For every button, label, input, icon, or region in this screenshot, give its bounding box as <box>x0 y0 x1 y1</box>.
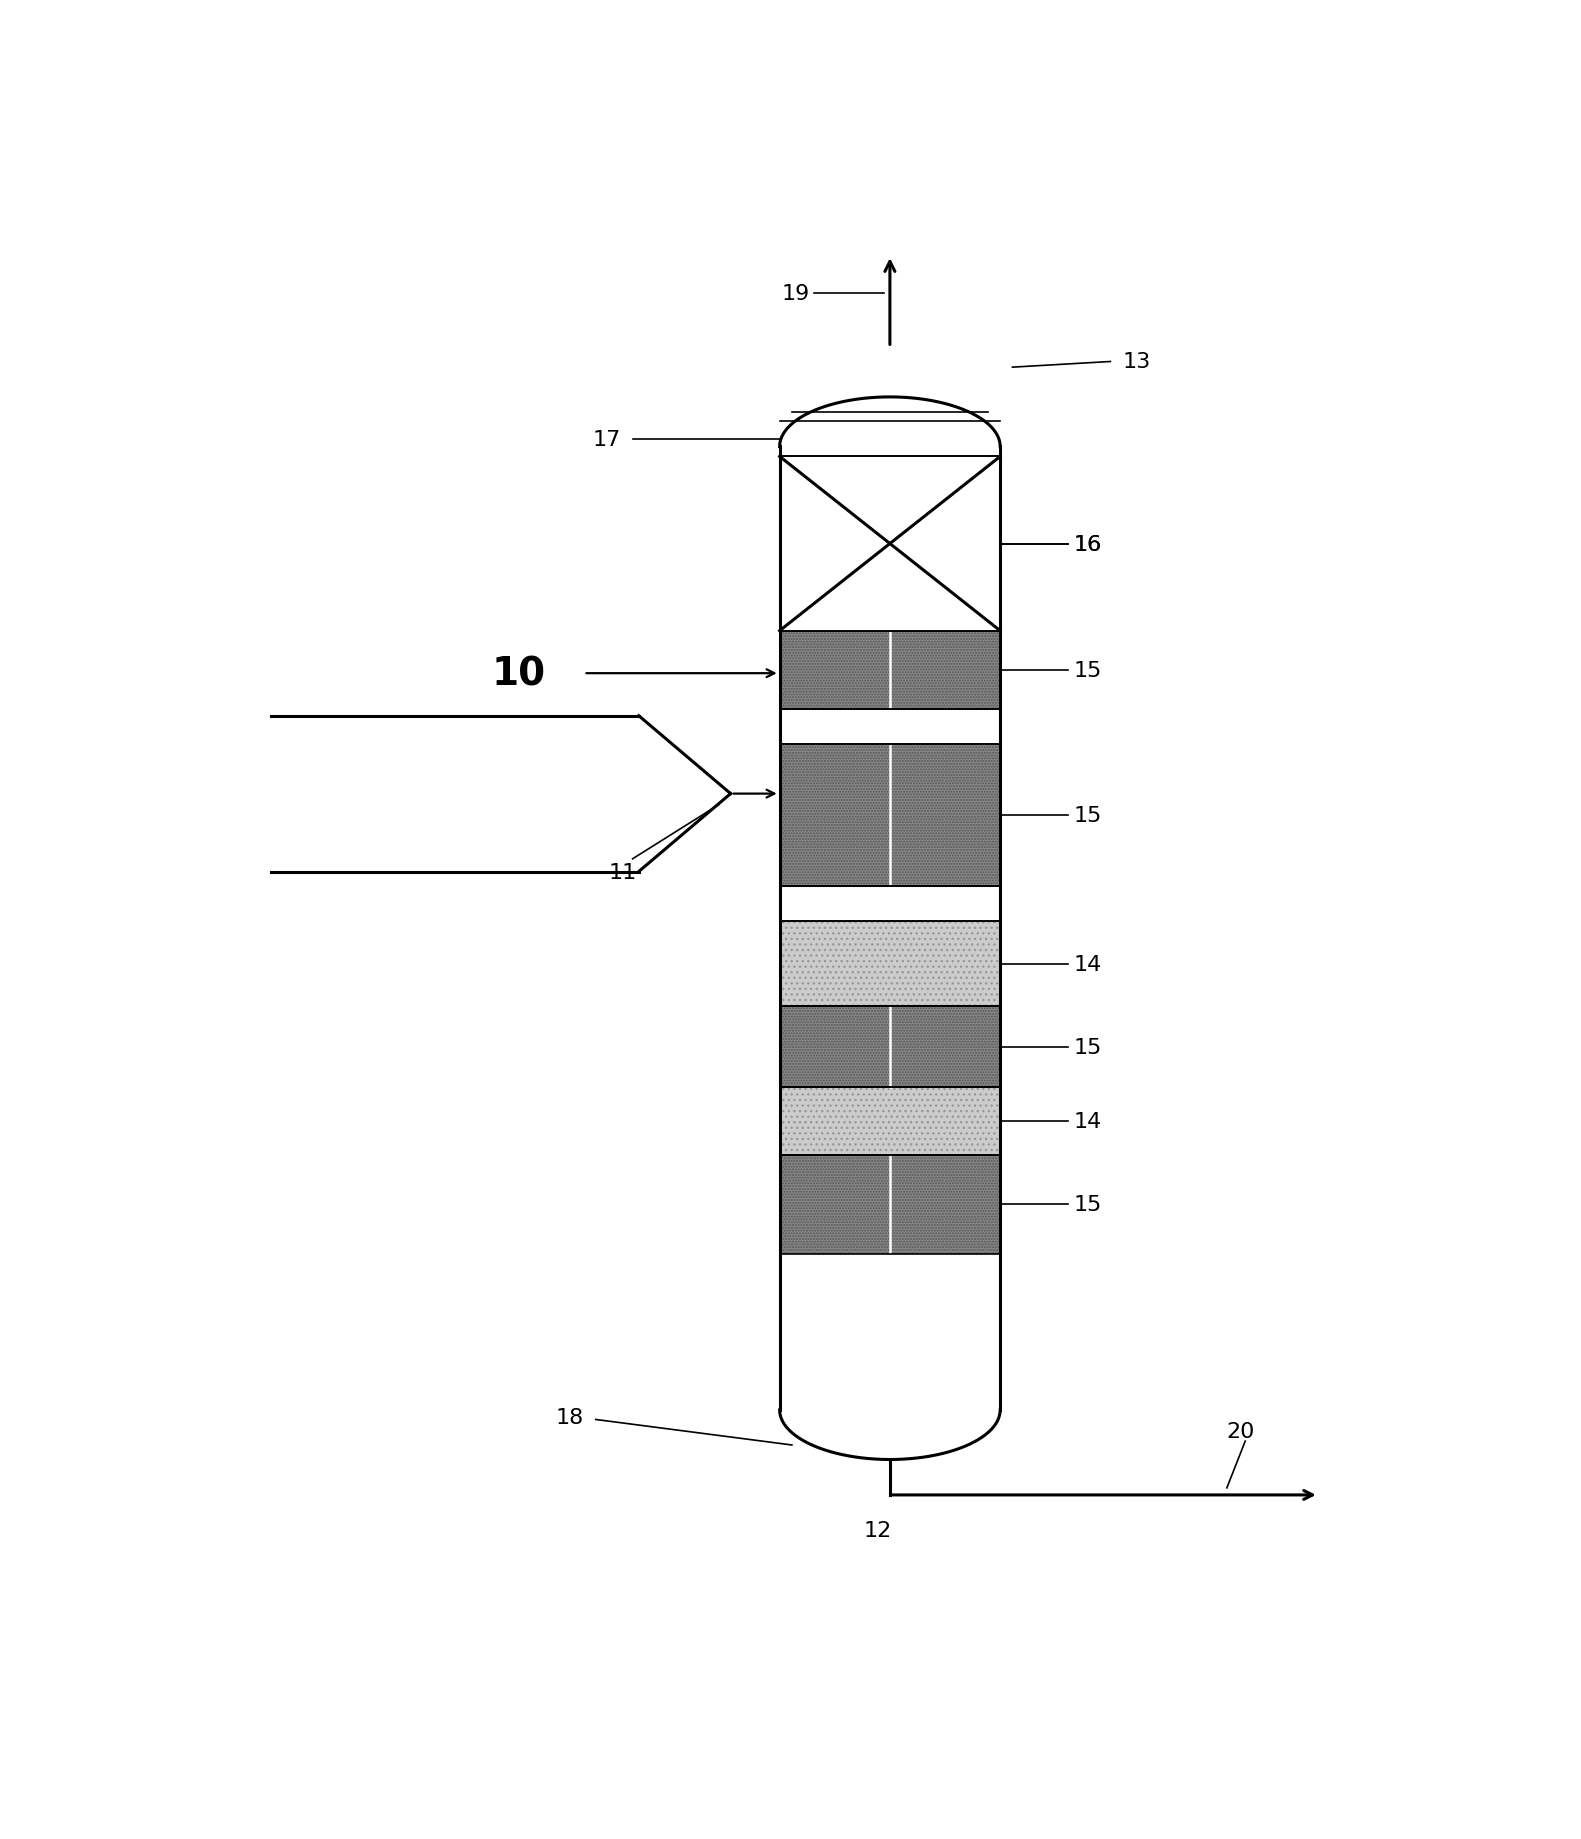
Text: 14: 14 <box>1073 954 1102 975</box>
Text: 18: 18 <box>555 1407 583 1427</box>
Bar <box>779 421 1001 458</box>
Bar <box>779 710 1001 745</box>
Bar <box>779 1155 1001 1254</box>
Bar <box>779 745 1001 886</box>
Bar <box>779 1006 1001 1087</box>
Bar <box>779 631 1001 710</box>
Bar <box>779 1006 1001 1087</box>
Text: 16: 16 <box>1073 535 1102 554</box>
Text: 15: 15 <box>1073 660 1102 680</box>
Text: 15: 15 <box>1073 1195 1102 1216</box>
Bar <box>779 921 1001 1006</box>
Text: 19: 19 <box>783 285 809 303</box>
Bar <box>779 1155 1001 1254</box>
Bar <box>779 745 1001 886</box>
Text: 14: 14 <box>1073 1111 1102 1131</box>
Text: 15: 15 <box>1073 1037 1102 1057</box>
Text: 20: 20 <box>1227 1422 1255 1442</box>
Bar <box>779 921 1001 1006</box>
Text: 15: 15 <box>1073 805 1102 826</box>
Text: 12: 12 <box>863 1521 892 1541</box>
Text: 17: 17 <box>593 430 620 449</box>
Bar <box>779 886 1001 921</box>
Text: 16: 16 <box>1073 535 1102 554</box>
Bar <box>779 458 1001 631</box>
Text: 11: 11 <box>609 862 636 883</box>
Bar <box>779 1087 1001 1155</box>
Text: 13: 13 <box>1123 353 1151 371</box>
Text: 10: 10 <box>492 655 545 693</box>
Bar <box>779 1087 1001 1155</box>
Bar <box>779 631 1001 710</box>
